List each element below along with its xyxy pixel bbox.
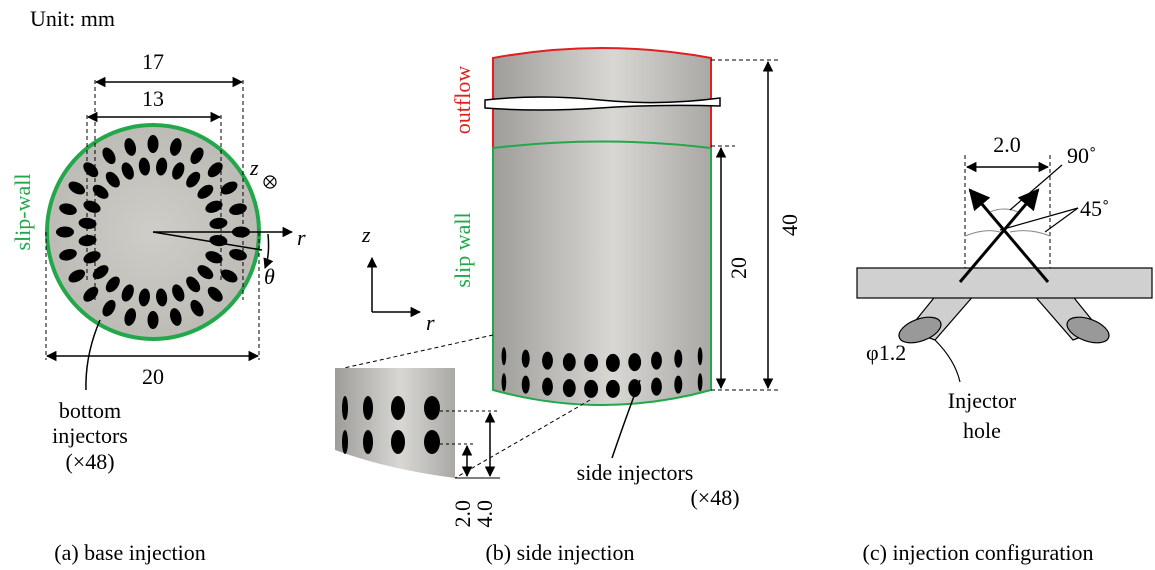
injector-hole — [698, 373, 703, 391]
injector-hole — [522, 350, 530, 368]
injector-hole — [522, 376, 530, 394]
unit-label: Unit: mm — [30, 6, 115, 31]
axis-theta: θ — [264, 264, 275, 289]
dim-inner: 13 — [142, 86, 164, 111]
inset — [335, 368, 455, 478]
injector-hole — [342, 396, 348, 420]
hole-diameter: φ1.2 — [866, 340, 906, 365]
injector-hole — [606, 380, 620, 398]
axis-r: r — [297, 225, 306, 250]
injector-hole — [342, 430, 348, 454]
injector-hole — [502, 347, 507, 365]
dim-outer: 17 — [142, 49, 164, 74]
injector-label: (×48) — [690, 485, 739, 510]
outflow-label: outflow — [450, 66, 475, 135]
dim-side: 20 — [726, 257, 751, 279]
hole-label: Injector — [948, 388, 1017, 413]
dimension-guides — [965, 155, 1050, 268]
axis-z: z — [361, 222, 371, 247]
injector-hole — [148, 135, 159, 153]
injector-hole — [424, 430, 440, 454]
injector-label: bottom — [59, 398, 121, 423]
injector-hole — [584, 354, 598, 372]
panel-b: 2.0 4.0 outflow slip wall 40 20 z r side… — [335, 48, 802, 565]
dim-large: 4.0 — [472, 500, 497, 528]
injector-hole — [56, 227, 74, 238]
injector-hole — [391, 396, 405, 420]
injector-hole — [651, 352, 662, 370]
out-of-page-symbol — [266, 178, 274, 186]
dim-spacing: 2.0 — [993, 132, 1021, 157]
hole-label: hole — [963, 418, 1001, 443]
injector-hole — [363, 396, 373, 420]
injector-hole — [628, 353, 641, 371]
injector-hole — [563, 379, 576, 397]
injector-hole — [606, 354, 620, 372]
caption: (b) side injection — [485, 540, 634, 565]
caption: (c) injection configuration — [863, 540, 1094, 565]
dim-total: 40 — [777, 214, 802, 236]
injector-hole — [391, 430, 405, 454]
axis-r: r — [426, 310, 435, 335]
injector-label: (×48) — [65, 449, 114, 474]
injector-hole — [542, 378, 553, 396]
wall-label: slip wall — [450, 212, 475, 287]
injector-label: injectors — [52, 423, 128, 448]
figure: Unit: mm 17 13 20 slip-wall z r θ bottom… — [0, 0, 1155, 570]
injector-hole — [674, 376, 682, 394]
injector-hole — [698, 347, 703, 365]
wall-label: slip-wall — [10, 174, 35, 251]
injector-hole — [584, 380, 598, 398]
panel-a: 17 13 20 slip-wall z r θ bottom injector… — [10, 49, 306, 565]
dim-diameter: 20 — [142, 364, 164, 389]
injector-hole — [424, 396, 440, 420]
injector-hole — [148, 311, 159, 329]
injector-hole — [651, 378, 662, 396]
injector-hole — [542, 352, 553, 370]
caption: (a) base injection — [54, 540, 206, 565]
injector-label: side injectors — [577, 460, 694, 485]
axis-z: z — [249, 155, 259, 180]
injector-hole — [502, 373, 507, 391]
injector-hole — [563, 353, 576, 371]
angle-wall: 45˚ — [1080, 196, 1109, 221]
injector-hole — [363, 430, 373, 454]
panel-c: 2.0 90˚ 45˚ φ1.2 Injector hole (c) injec… — [857, 132, 1152, 565]
plate — [857, 268, 1152, 298]
angle-between: 90˚ — [1067, 143, 1096, 168]
injector-hole — [674, 350, 682, 368]
